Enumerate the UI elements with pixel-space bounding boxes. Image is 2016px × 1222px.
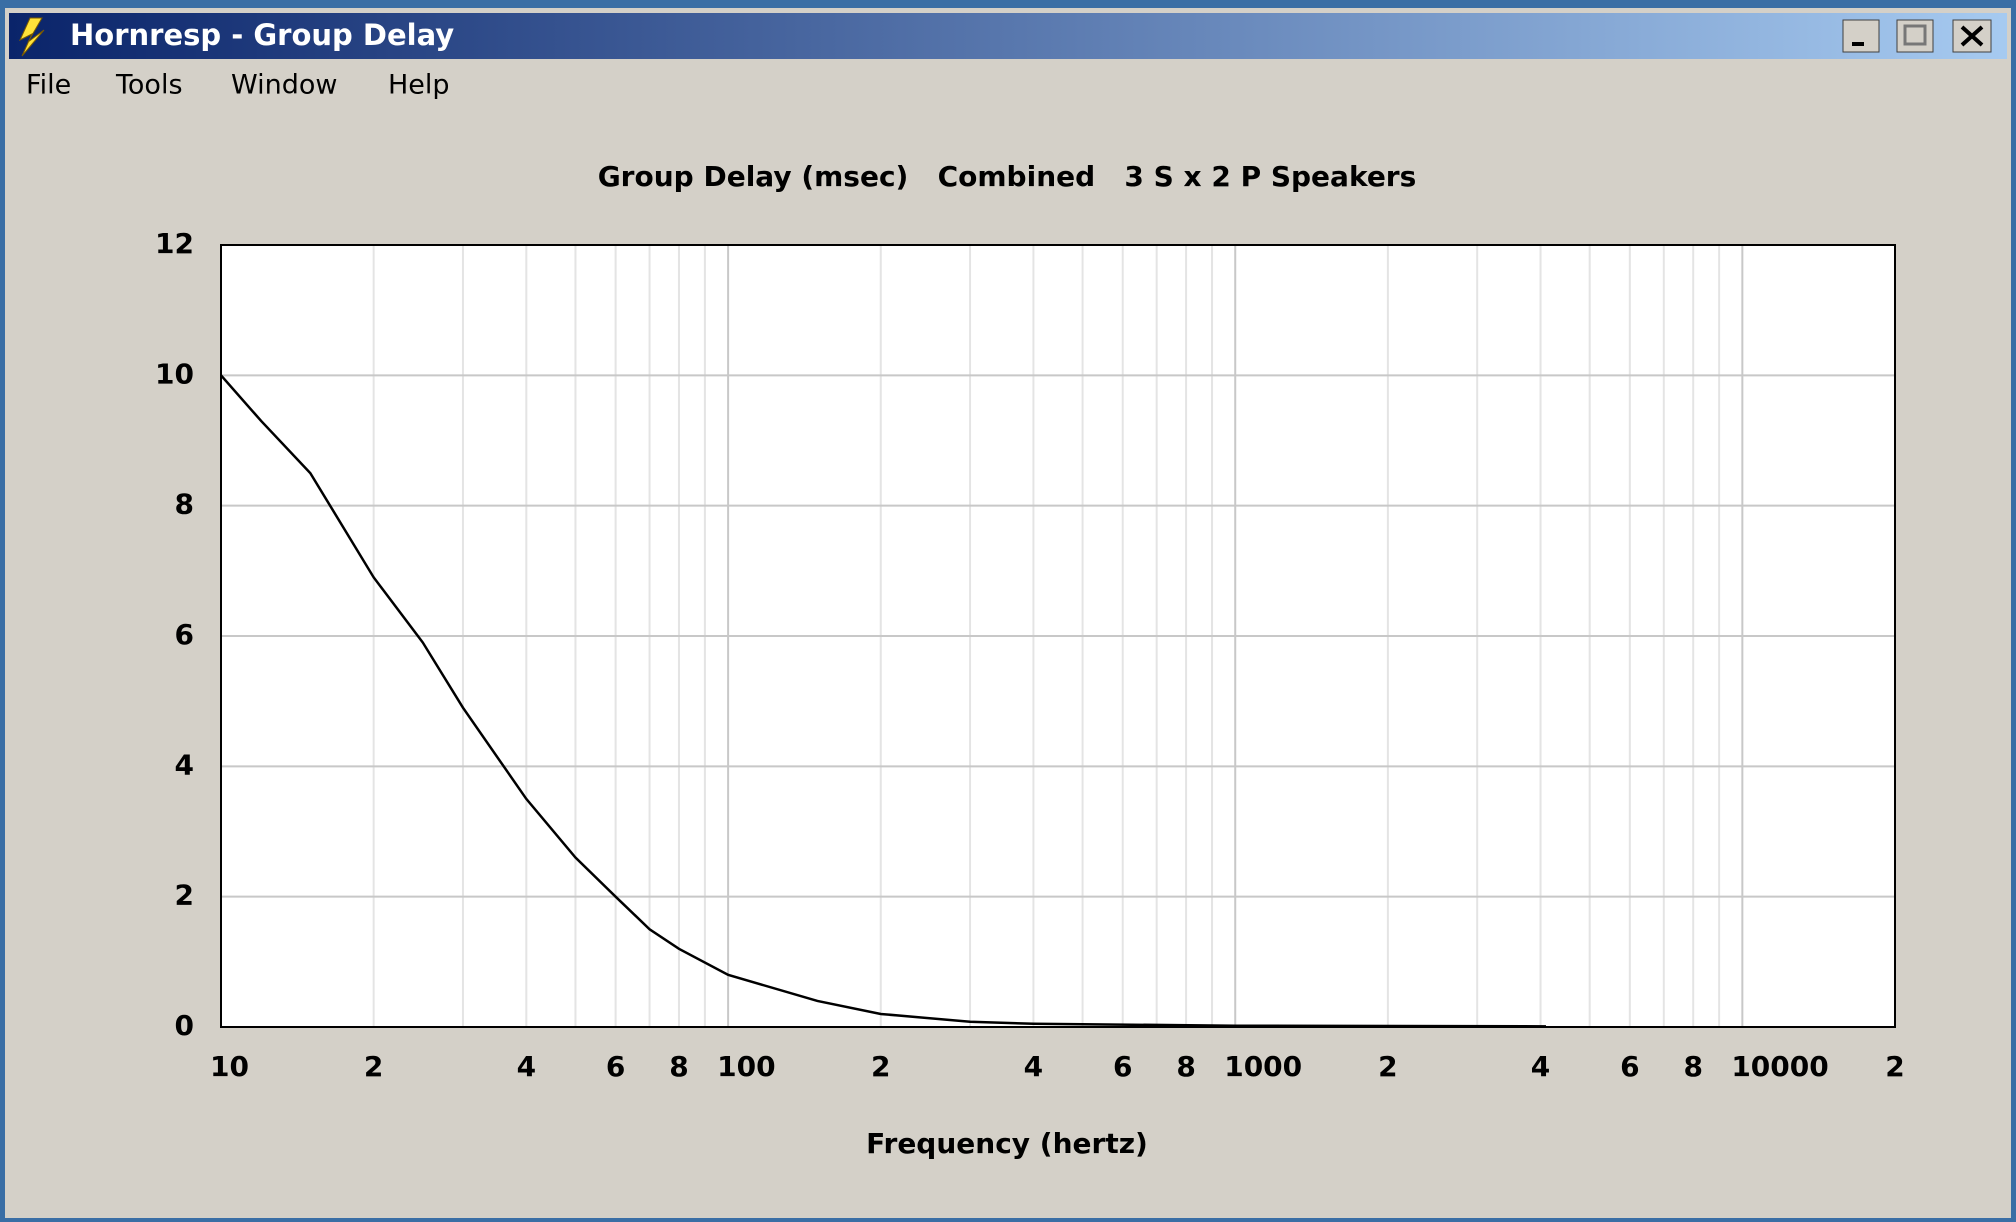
close-icon xyxy=(1960,25,1984,47)
x-tick-label: 8 xyxy=(1176,1050,1195,1083)
x-tick-label: 2 xyxy=(1378,1050,1397,1083)
x-tick-label: 10 xyxy=(210,1050,249,1083)
x-tick-label: 2 xyxy=(364,1050,383,1083)
y-tick-label: 10 xyxy=(155,357,194,390)
minimize-button[interactable] xyxy=(1842,19,1880,53)
x-tick-label: 2 xyxy=(1885,1050,1904,1083)
menu-item[interactable]: File xyxy=(26,70,71,101)
x-axis-label: Frequency (hertz) xyxy=(866,1127,1148,1160)
x-tick-label: 4 xyxy=(1024,1050,1043,1083)
data-line xyxy=(220,374,1546,1028)
x-tick-label: 4 xyxy=(517,1050,536,1083)
y-tick-label: 6 xyxy=(175,618,194,651)
app-icon xyxy=(18,17,45,57)
x-tick-label: 4 xyxy=(1531,1050,1550,1083)
x-tick-label: 6 xyxy=(1620,1050,1639,1083)
x-tick-label: 8 xyxy=(1683,1050,1702,1083)
menu-item[interactable]: Help xyxy=(388,70,450,101)
menu-item[interactable]: Tools xyxy=(115,70,183,101)
menu-item[interactable]: Window xyxy=(231,70,337,101)
y-tick-label: 12 xyxy=(155,227,194,260)
y-tick-label: 8 xyxy=(175,488,194,521)
x-tick-label: 100 xyxy=(717,1050,775,1083)
maximize-icon xyxy=(1903,24,1927,46)
x-tick-label: 6 xyxy=(1113,1050,1132,1083)
chart-title: Group Delay (msec) Combined 3 S x 2 P Sp… xyxy=(598,160,1417,193)
y-tick-label: 4 xyxy=(175,748,194,781)
x-tick-label: 8 xyxy=(669,1050,688,1083)
grid xyxy=(220,244,1896,1028)
y-tick-label: 2 xyxy=(175,879,194,912)
window-title: Hornresp - Group Delay xyxy=(70,18,454,52)
marks xyxy=(220,374,1546,1028)
title-bar xyxy=(9,13,2007,59)
plot-border xyxy=(220,244,1896,1028)
window-buttons xyxy=(1842,19,1992,53)
x-tick-label: 1000 xyxy=(1224,1050,1302,1083)
y-tick-label: 0 xyxy=(175,1009,194,1042)
x-tick-label: 2 xyxy=(871,1050,890,1083)
x-tick-label: 6 xyxy=(606,1050,625,1083)
x-tick-label: 10000 xyxy=(1731,1050,1828,1083)
